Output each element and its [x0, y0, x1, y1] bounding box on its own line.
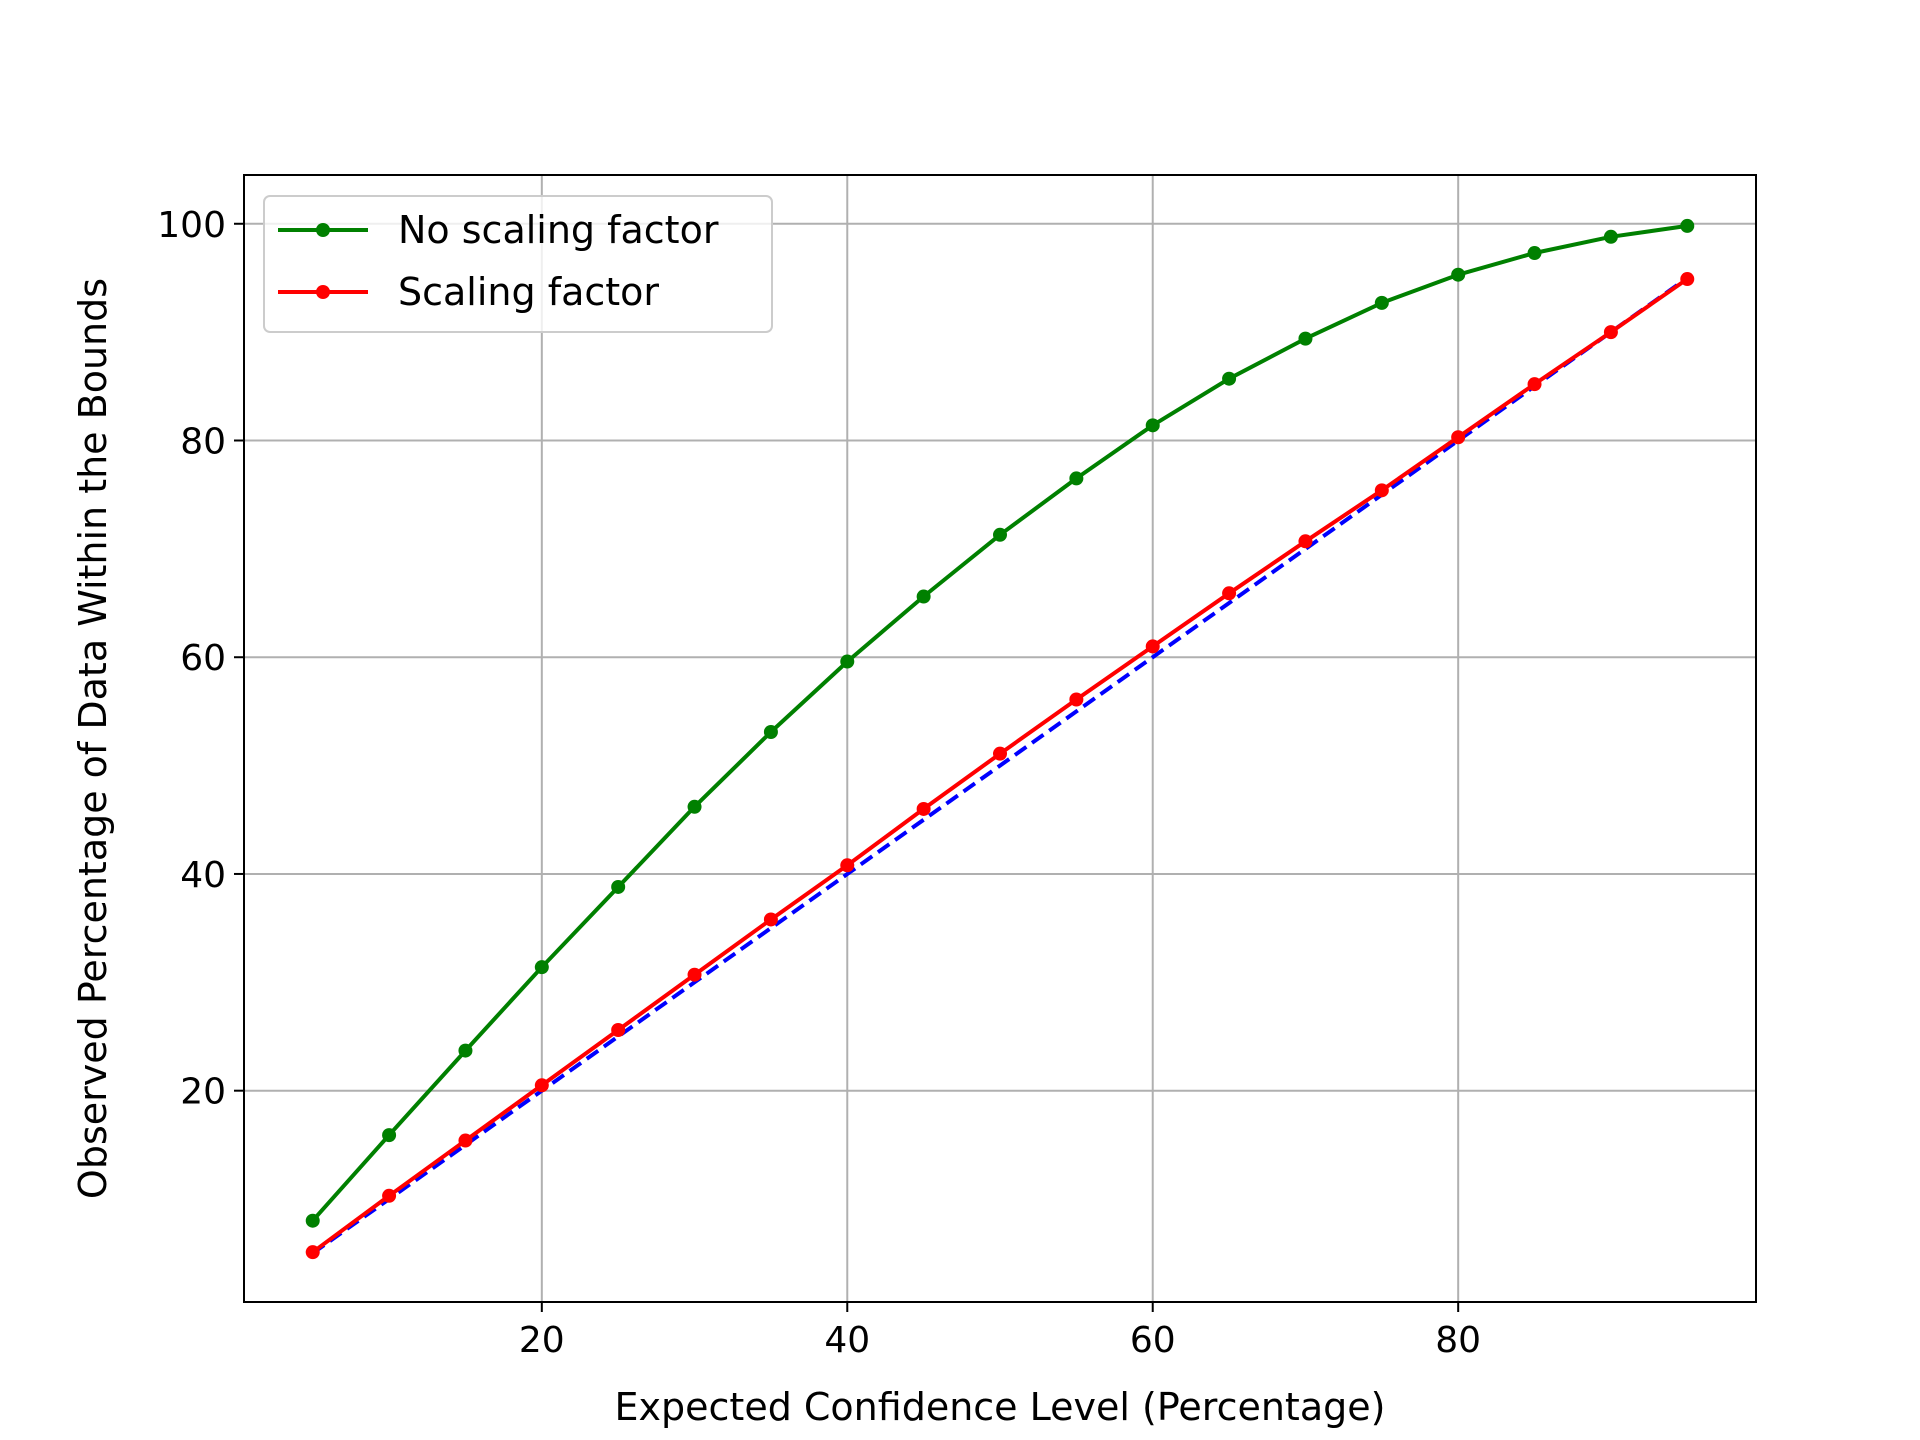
data-point-scaling-factor	[382, 1188, 397, 1203]
data-point-scaling-factor	[1680, 272, 1695, 287]
data-point-no-scaling-factor	[1145, 418, 1160, 433]
y-tick-label: 100	[157, 205, 226, 246]
data-point-no-scaling-factor	[687, 799, 702, 814]
data-point-scaling-factor	[458, 1133, 473, 1148]
legend-box	[263, 195, 773, 333]
data-point-scaling-factor	[611, 1023, 626, 1038]
data-point-no-scaling-factor	[1222, 371, 1237, 386]
y-tick-label: 60	[180, 638, 226, 679]
data-point-scaling-factor	[1069, 692, 1084, 707]
data-point-scaling-factor	[1298, 534, 1313, 549]
x-axis-label: Expected Confidence Level (Percentage)	[615, 1385, 1386, 1429]
data-point-no-scaling-factor	[458, 1043, 473, 1058]
series-layer	[305, 218, 1695, 1260]
data-point-scaling-factor	[1527, 377, 1542, 392]
data-point-no-scaling-factor	[993, 527, 1007, 542]
data-point-no-scaling-factor	[1069, 471, 1084, 486]
legend: No scaling factor Scaling factor	[263, 195, 773, 333]
x-tick-label: 60	[1130, 1320, 1176, 1361]
data-point-no-scaling-factor	[1603, 229, 1618, 244]
data-point-no-scaling-factor	[763, 724, 778, 739]
data-point-no-scaling-factor	[534, 960, 549, 975]
data-point-no-scaling-factor	[382, 1128, 397, 1143]
legend-label-no-scaling-factor: No scaling factor	[398, 208, 719, 252]
data-point-scaling-factor	[534, 1078, 549, 1093]
data-point-no-scaling-factor	[1298, 331, 1313, 346]
legend-marker-scaling-factor	[316, 285, 330, 299]
data-point-scaling-factor	[1374, 483, 1389, 498]
data-point-no-scaling-factor	[305, 1213, 320, 1228]
y-tick-label: 40	[180, 855, 226, 896]
y-tick-label: 20	[180, 1072, 226, 1113]
data-point-scaling-factor	[840, 858, 855, 873]
data-point-scaling-factor	[763, 912, 778, 927]
data-point-no-scaling-factor	[840, 654, 855, 669]
data-point-no-scaling-factor	[916, 589, 931, 604]
legend-marker-no-scaling-factor	[316, 223, 330, 237]
data-point-scaling-factor	[1451, 430, 1466, 445]
legend-label-scaling-factor: Scaling factor	[398, 270, 659, 314]
y-tick-label: 80	[180, 421, 226, 462]
x-tick-label: 80	[1435, 1320, 1481, 1361]
data-point-no-scaling-factor	[1680, 218, 1695, 233]
plot-frame	[243, 174, 1757, 1303]
data-point-scaling-factor	[1222, 586, 1237, 601]
data-point-scaling-factor	[993, 746, 1007, 761]
x-tick-label: 40	[824, 1320, 870, 1361]
y-axis-label: Observed Percentage of Data Within the B…	[71, 278, 115, 1199]
data-point-scaling-factor	[1145, 639, 1160, 654]
data-point-scaling-factor	[687, 967, 702, 982]
data-point-scaling-factor	[305, 1245, 320, 1260]
data-point-no-scaling-factor	[611, 879, 626, 894]
data-point-scaling-factor	[916, 801, 931, 816]
data-point-no-scaling-factor	[1527, 246, 1542, 261]
data-point-no-scaling-factor	[1374, 295, 1389, 310]
ticks: 20 40 60 80 20 40 60 80 100	[157, 205, 1481, 1361]
data-point-no-scaling-factor	[1451, 267, 1466, 282]
data-point-scaling-factor	[1603, 325, 1618, 340]
x-tick-label: 20	[519, 1320, 565, 1361]
